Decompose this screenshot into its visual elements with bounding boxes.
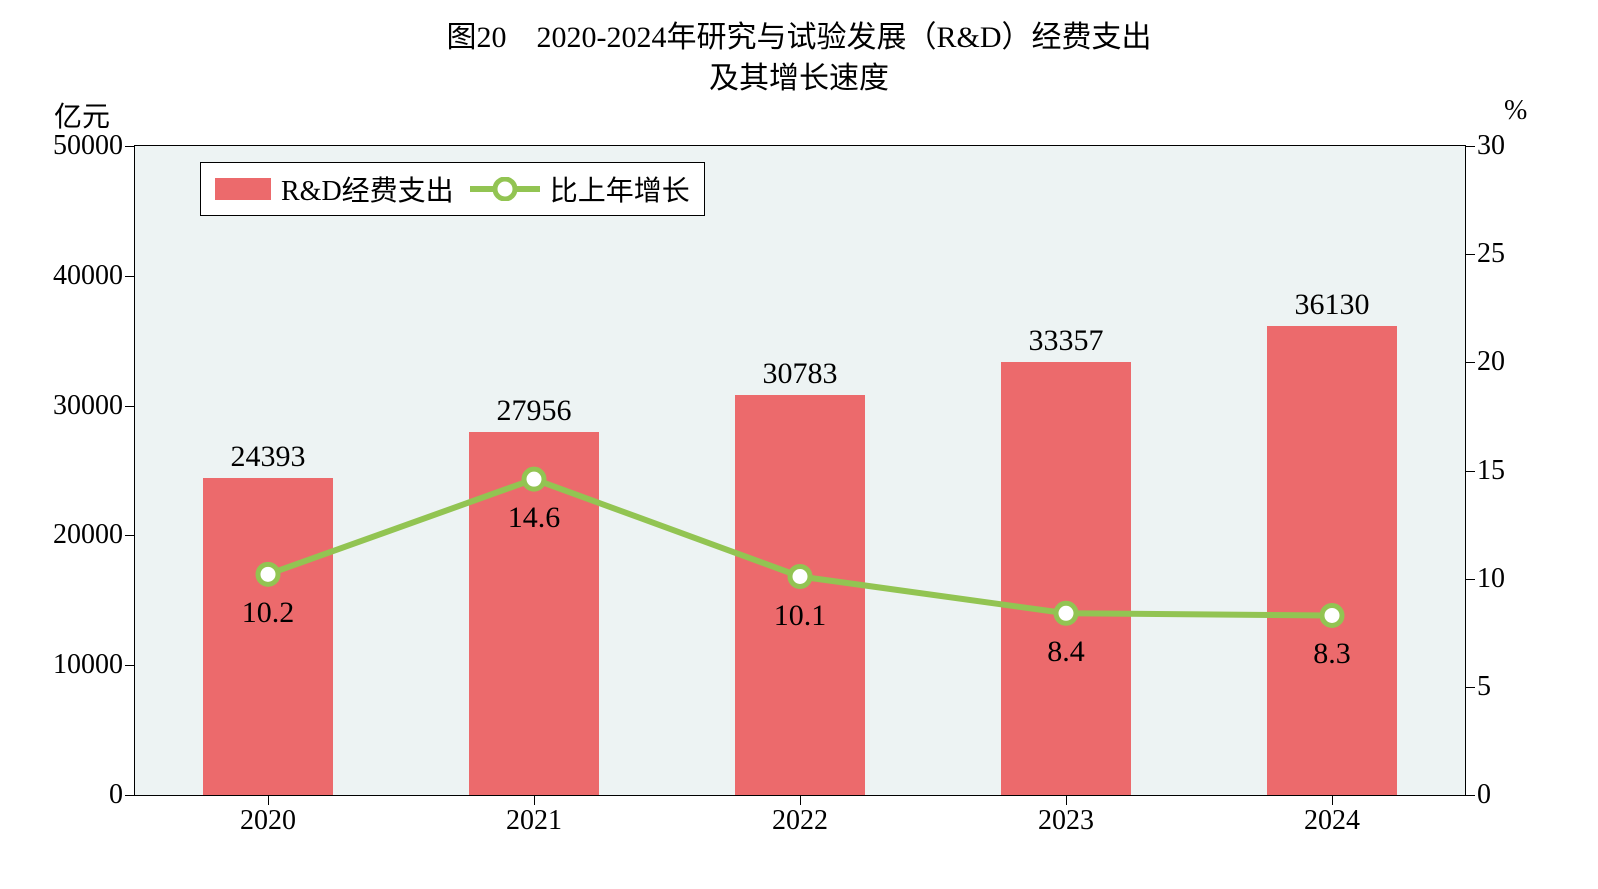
y-right-tick-label: 20 — [1477, 346, 1505, 378]
legend-swatch-bar — [215, 178, 271, 200]
y-left-tick-label: 0 — [109, 779, 123, 811]
y-right-tick-label: 5 — [1477, 671, 1491, 703]
y-left-axis-title: 亿元 — [54, 95, 110, 135]
line-marker — [258, 564, 278, 584]
y-right-tick-label: 30 — [1477, 130, 1505, 162]
chart-title: 图20 2020-2024年研究与试验发展（R&D）经费支出 及其增长速度 — [0, 0, 1598, 99]
legend-label: R&D经费支出 — [281, 169, 454, 209]
y-left-tick-label: 20000 — [53, 519, 123, 551]
legend: R&D经费支出 比上年增长 — [200, 162, 705, 216]
x-tick-label: 2020 — [240, 805, 296, 837]
line-value-label: 14.6 — [508, 501, 561, 535]
y-right-tick-label: 10 — [1477, 563, 1505, 595]
y-right-tick-label: 15 — [1477, 455, 1505, 487]
line-marker — [1056, 603, 1076, 623]
line-marker — [1322, 605, 1342, 625]
line-value-label: 8.3 — [1313, 637, 1351, 671]
x-tick-label: 2024 — [1304, 805, 1360, 837]
line-value-label: 10.1 — [774, 599, 827, 633]
y-right-tick-label: 0 — [1477, 779, 1491, 811]
x-tick-label: 2021 — [506, 805, 562, 837]
y-left-tick-label: 30000 — [53, 390, 123, 422]
x-tick-label: 2022 — [772, 805, 828, 837]
y-left-tick-label: 10000 — [53, 649, 123, 681]
rd-expenditure-chart: 图20 2020-2024年研究与试验发展（R&D）经费支出 及其增长速度010… — [0, 0, 1598, 889]
y-right-axis-title: % — [1504, 95, 1527, 127]
line-marker — [790, 567, 810, 587]
legend-swatch-line — [470, 177, 540, 201]
line-value-label: 8.4 — [1047, 635, 1085, 669]
legend-label: 比上年增长 — [550, 169, 690, 209]
line-series — [135, 146, 1465, 795]
legend-item: R&D经费支出 — [215, 169, 454, 209]
plot-area: 0100002000030000400005000005101520253024… — [134, 145, 1466, 796]
y-right-tick-label: 25 — [1477, 238, 1505, 270]
legend-item: 比上年增长 — [470, 169, 690, 209]
y-left-tick-label: 40000 — [53, 260, 123, 292]
line-value-label: 10.2 — [242, 596, 295, 630]
x-tick-label: 2023 — [1038, 805, 1094, 837]
line-marker — [524, 469, 544, 489]
